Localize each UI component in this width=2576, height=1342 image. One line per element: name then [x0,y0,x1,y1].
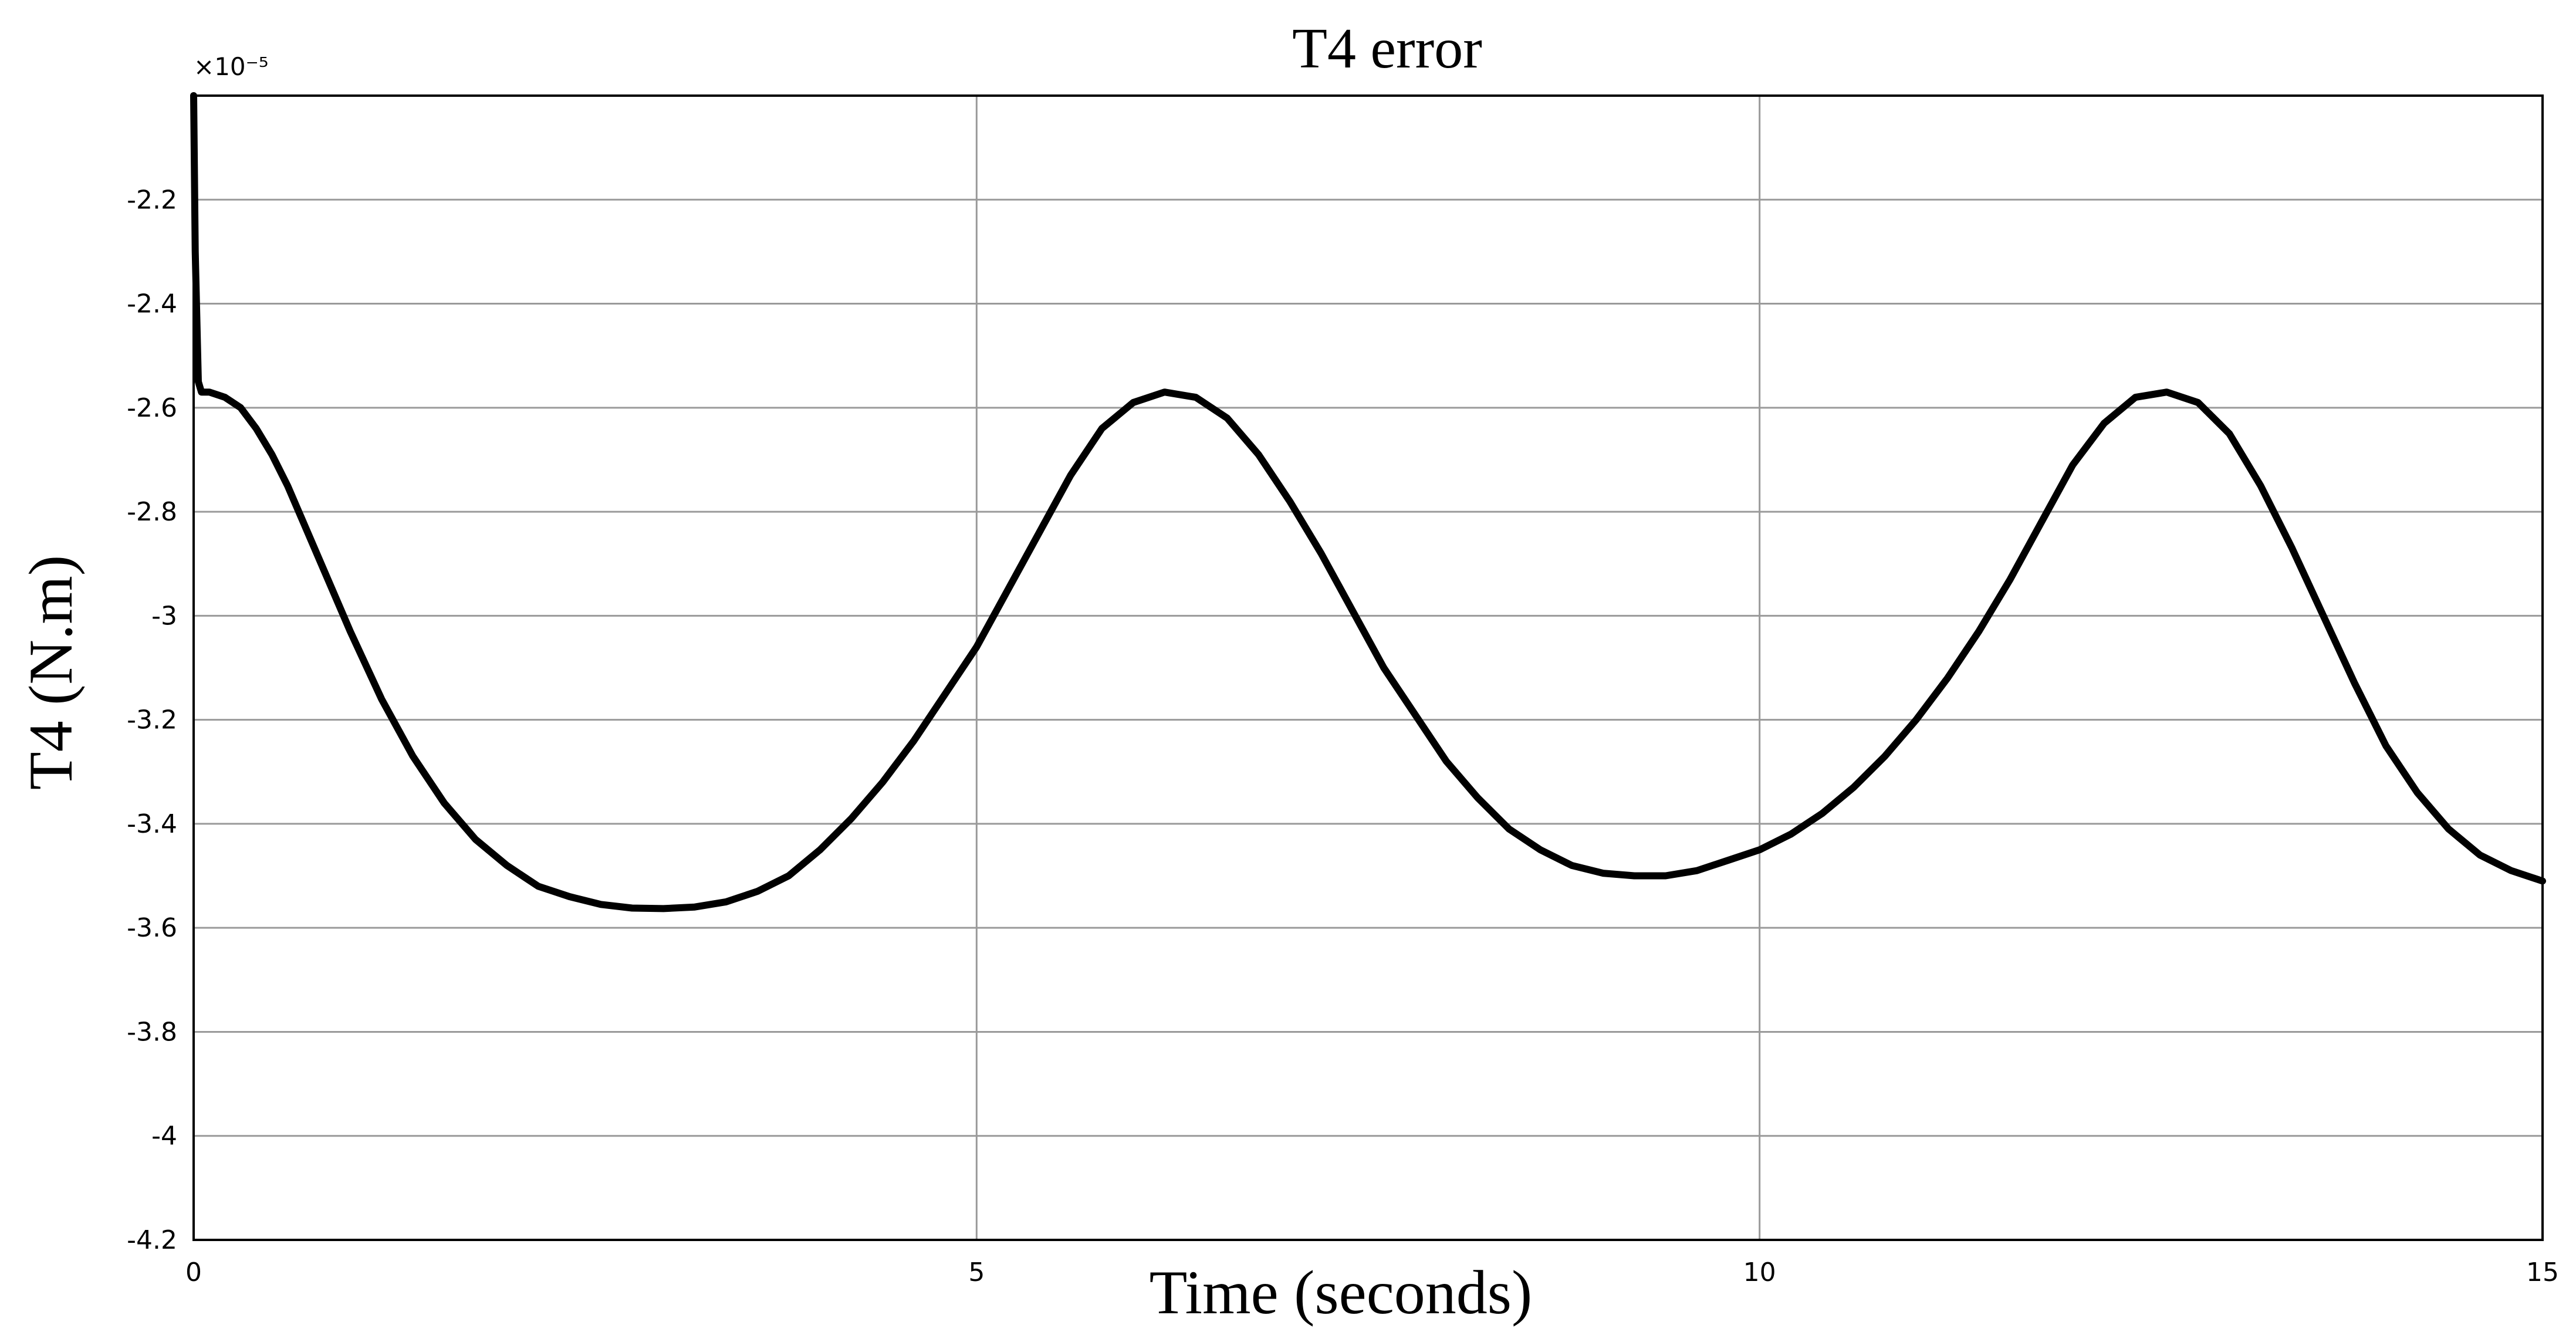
y-tick-label: -3.4 [127,809,177,839]
y-axis-exponent: ×10⁻⁵ [194,52,269,81]
y-tick-label: -4 [151,1121,177,1151]
t4-error-series-line [190,92,2546,912]
x-axis-ticks: 0 5 10 15 [185,1258,2559,1287]
y-tick-label: -2.4 [127,289,177,319]
x-axis-label: Time (seconds) [1150,1258,1533,1327]
y-tick-label: -2.2 [127,185,177,215]
x-tick-label: 5 [968,1258,985,1287]
y-tick-label: -3.8 [127,1017,177,1047]
chart-title: T4 error [1292,17,1482,80]
grid-lines [194,96,2543,1241]
x-tick-label: 10 [1743,1258,1776,1287]
y-axis-label: T4 (N.m) [16,555,85,790]
y-axis-ticks: -2.2 -2.4 -2.6 -2.8 -3 -3.2 -3.4 -3.6 -3.8 -4 -4.2 [127,185,177,1255]
y-tick-label: -2.8 [127,497,177,527]
y-tick-label: -3 [151,601,177,631]
y-tick-label: -2.6 [127,393,177,423]
x-tick-label: 15 [2526,1258,2559,1287]
plot-area-frame [192,94,2544,1241]
x-tick-label: 0 [185,1258,202,1287]
y-tick-label: -3.6 [127,913,177,943]
y-tick-label: -3.2 [127,705,177,735]
y-tick-label: -4.2 [127,1225,177,1255]
